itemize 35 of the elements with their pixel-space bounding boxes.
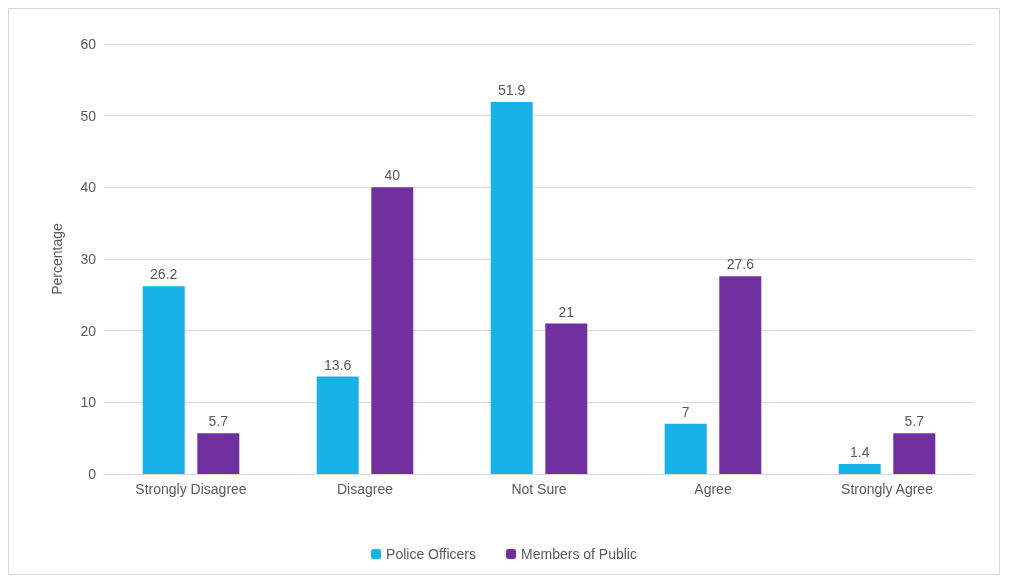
bar <box>838 463 881 474</box>
y-tick-label: 40 <box>80 179 97 196</box>
data-label: 40 <box>384 167 401 184</box>
y-tick-label: 0 <box>88 466 97 482</box>
bar <box>316 376 359 474</box>
y-tick-label: 10 <box>80 394 97 411</box>
x-tick-label: Disagree <box>336 481 394 497</box>
bar <box>664 423 707 474</box>
y-tick-label: 30 <box>80 251 97 267</box>
y-tick-label: 20 <box>80 322 97 339</box>
bar <box>197 433 240 474</box>
x-tick-label: Agree <box>694 481 732 497</box>
y-axis-title: Percentage <box>49 222 65 295</box>
data-label: 26.2 <box>150 266 178 283</box>
bar <box>545 323 588 474</box>
data-label: 13.6 <box>324 356 352 373</box>
data-label: 5.7 <box>904 413 925 430</box>
y-tick-label: 60 <box>80 36 97 52</box>
y-tick-label: 50 <box>80 107 97 124</box>
data-label: 1.4 <box>849 443 870 460</box>
data-label: 7 <box>681 403 690 420</box>
bar <box>490 102 533 474</box>
data-label: 27.6 <box>726 256 755 273</box>
data-label: 21 <box>558 303 575 320</box>
legend-label: Members of Public <box>521 546 637 562</box>
bar <box>142 286 185 474</box>
data-label: 51.9 <box>498 82 526 99</box>
data-label: 5.7 <box>208 413 229 430</box>
x-tick-label: Strongly Disagree <box>135 481 247 497</box>
bar <box>371 187 414 474</box>
x-tick-label: Strongly Agree <box>841 481 934 497</box>
x-tick-label: Not Sure <box>511 481 567 497</box>
legend-label: Police Officers <box>386 546 477 562</box>
bar <box>893 433 936 474</box>
bar <box>719 276 762 474</box>
